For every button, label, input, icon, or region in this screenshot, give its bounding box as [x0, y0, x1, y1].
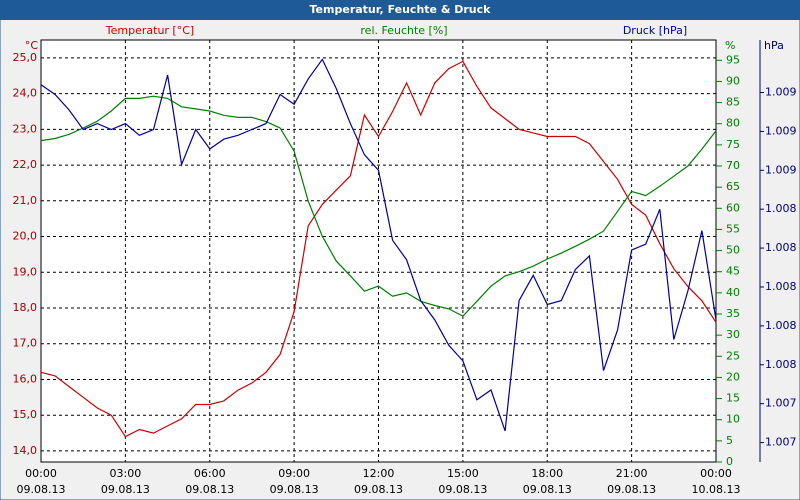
x-tick-date: 09.08.13 — [101, 483, 150, 496]
y2-tick-label: 75 — [726, 138, 740, 151]
y3-tick-label: 1.009 — [765, 86, 797, 99]
y2-tick-label: 30 — [726, 328, 740, 341]
legend-label: Temperatur [°C] — [105, 24, 194, 37]
legend-label: Druck [hPa] — [623, 24, 687, 37]
y-tick-label: 25,0 — [13, 51, 38, 64]
y3-tick-label: 1.009 — [765, 124, 797, 137]
y2-tick-label: 25 — [726, 349, 740, 362]
y-axis-unit: °C — [25, 39, 39, 52]
y3-axis-unit: hPa — [764, 39, 784, 52]
x-tick-date: 09.08.13 — [17, 483, 66, 496]
y3-tick-label: 1.008 — [765, 241, 797, 254]
y2-tick-label: 40 — [726, 286, 740, 299]
x-tick-label: 00:00 — [700, 467, 732, 480]
y-tick-label: 18,0 — [13, 301, 38, 314]
x-tick-date: 09.08.13 — [185, 483, 234, 496]
y3-tick-label: 1.008 — [765, 280, 797, 293]
y-tick-label: 21,0 — [13, 194, 38, 207]
y2-tick-label: 65 — [726, 180, 740, 193]
y2-tick-label: 60 — [726, 201, 740, 214]
data-line — [40, 58, 717, 432]
title-bar — [0, 0, 800, 20]
y2-tick-label: 0 — [726, 455, 733, 468]
x-tick-label: 06:00 — [194, 467, 226, 480]
y-tick-label: 22,0 — [13, 158, 38, 171]
y3-tick-label: 1.008 — [765, 358, 797, 371]
y2-tick-label: 5 — [726, 434, 733, 447]
y2-tick-label: 80 — [726, 117, 740, 130]
x-tick-date: 09.08.13 — [354, 483, 403, 496]
y-tick-label: 17,0 — [13, 337, 38, 350]
chart-title: Temperatur, Feuchte & Druck — [310, 3, 492, 16]
x-tick-date: 09.08.13 — [523, 483, 572, 496]
x-tick-date: 09.08.13 — [438, 483, 487, 496]
x-tick-label: 00:00 — [25, 467, 57, 480]
y3-tick-label: 1.007 — [765, 436, 797, 449]
y3-tick-label: 1.009 — [765, 163, 797, 176]
y-tick-label: 20,0 — [13, 230, 38, 243]
x-tick-label: 12:00 — [363, 467, 395, 480]
y-tick-label: 15,0 — [13, 408, 38, 421]
y2-tick-label: 90 — [726, 74, 740, 87]
y3-tick-label: 1.008 — [765, 319, 797, 332]
y2-tick-label: 50 — [726, 244, 740, 257]
data-line — [40, 95, 717, 317]
y-tick-label: 16,0 — [13, 372, 38, 385]
x-tick-date: 10.08.13 — [692, 483, 741, 496]
x-tick-date: 09.08.13 — [607, 483, 656, 496]
y3-tick-label: 1.008 — [765, 202, 797, 215]
y2-axis-unit: % — [725, 39, 735, 52]
y2-tick-label: 55 — [726, 222, 740, 235]
data-line — [40, 60, 717, 438]
y2-tick-label: 20 — [726, 370, 740, 383]
y2-tick-label: 35 — [726, 307, 740, 320]
y3-tick-label: 1.007 — [765, 397, 797, 410]
y2-tick-label: 85 — [726, 96, 740, 109]
y-tick-label: 19,0 — [13, 265, 38, 278]
y2-tick-label: 15 — [726, 392, 740, 405]
x-tick-label: 09:00 — [278, 467, 310, 480]
y2-tick-label: 10 — [726, 413, 740, 426]
x-tick-label: 03:00 — [110, 467, 142, 480]
x-tick-date: 09.08.13 — [270, 483, 319, 496]
y2-tick-label: 45 — [726, 265, 740, 278]
y-tick-label: 14,0 — [13, 444, 38, 457]
x-tick-label: 21:00 — [616, 467, 648, 480]
y-tick-label: 24,0 — [13, 87, 38, 100]
y2-tick-label: 70 — [726, 159, 740, 172]
y2-tick-label: 95 — [726, 53, 740, 66]
x-tick-label: 15:00 — [447, 467, 479, 480]
x-tick-label: 18:00 — [531, 467, 563, 480]
legend-label: rel. Feuchte [%] — [360, 24, 447, 37]
y-tick-label: 23,0 — [13, 122, 38, 135]
